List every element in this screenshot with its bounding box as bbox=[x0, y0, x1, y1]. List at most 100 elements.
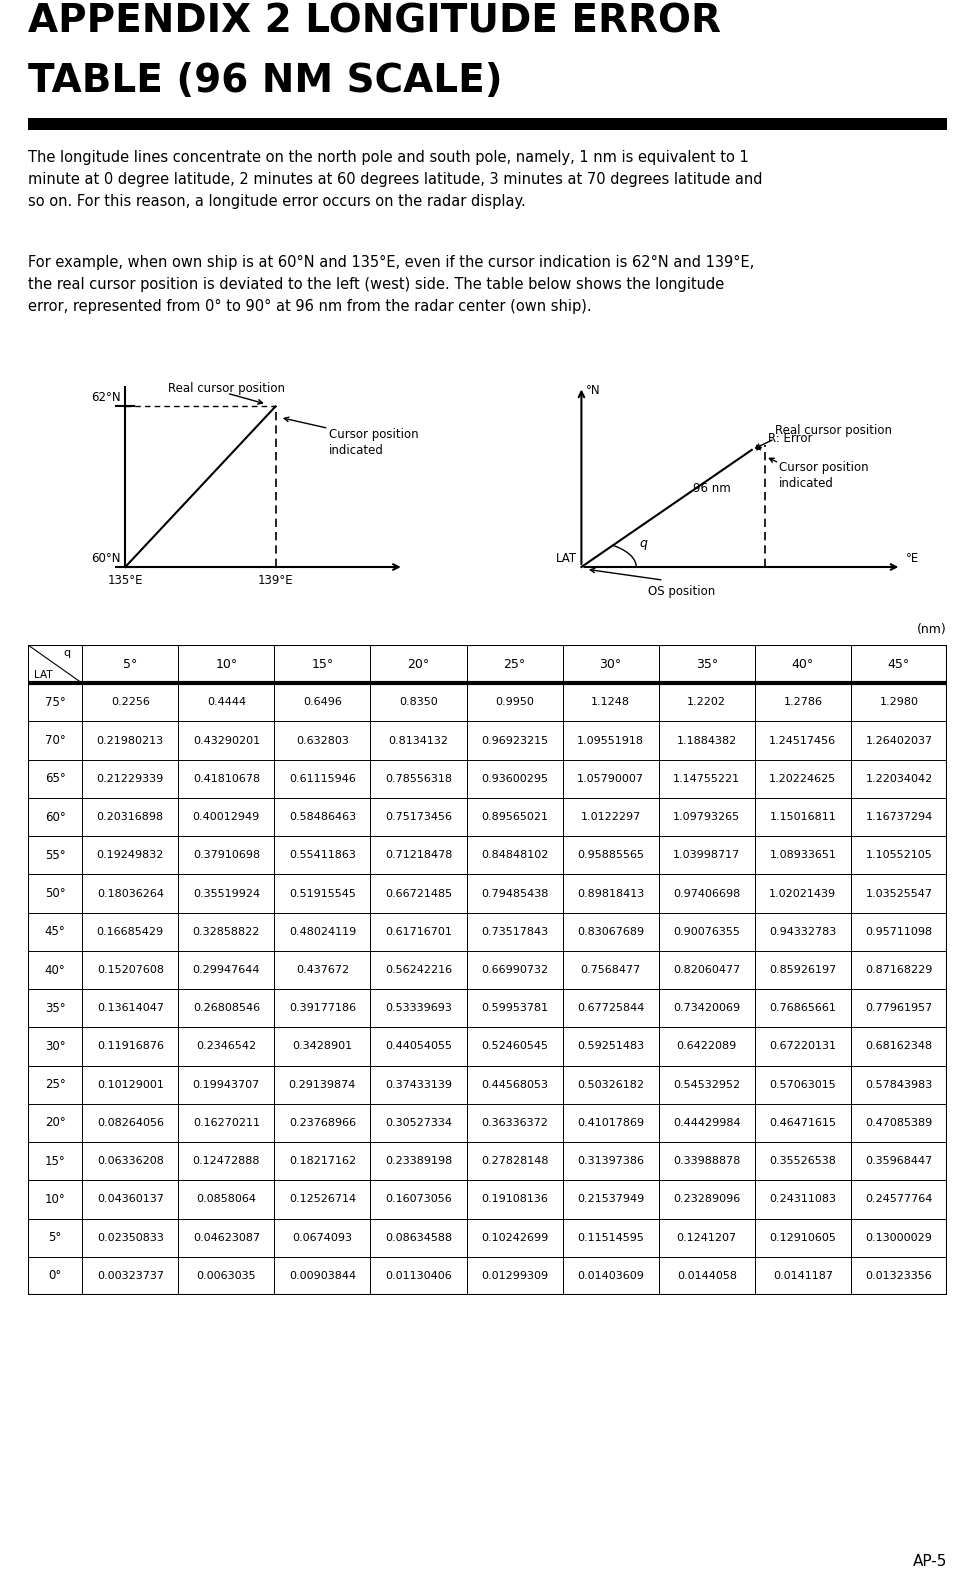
Text: 0.26808546: 0.26808546 bbox=[193, 1003, 260, 1012]
Text: LAT: LAT bbox=[34, 669, 53, 680]
Text: Cursor position
indicated: Cursor position indicated bbox=[779, 460, 869, 490]
Text: 0.19108136: 0.19108136 bbox=[482, 1194, 548, 1204]
Text: 0.8134132: 0.8134132 bbox=[388, 736, 448, 745]
Text: Real cursor position: Real cursor position bbox=[774, 424, 891, 437]
Text: 0.61115946: 0.61115946 bbox=[289, 774, 356, 783]
Text: 0.37433139: 0.37433139 bbox=[385, 1079, 452, 1090]
Text: 0.89818413: 0.89818413 bbox=[577, 889, 644, 899]
Text: 40°: 40° bbox=[792, 658, 814, 671]
Text: 0.93600295: 0.93600295 bbox=[481, 774, 548, 783]
Text: 0.67725844: 0.67725844 bbox=[577, 1003, 644, 1012]
Text: OS position: OS position bbox=[648, 585, 716, 598]
Text: 0.35519924: 0.35519924 bbox=[193, 889, 260, 899]
Text: 0.46471615: 0.46471615 bbox=[769, 1118, 837, 1128]
Text: 0.57843983: 0.57843983 bbox=[866, 1079, 932, 1090]
Text: TABLE (96 NM SCALE): TABLE (96 NM SCALE) bbox=[28, 62, 503, 100]
Text: 0.59953781: 0.59953781 bbox=[481, 1003, 548, 1012]
Text: 0.35968447: 0.35968447 bbox=[866, 1156, 932, 1166]
Text: 0.10129001: 0.10129001 bbox=[97, 1079, 164, 1090]
Text: 0.59251483: 0.59251483 bbox=[577, 1041, 644, 1052]
Text: 139°E: 139°E bbox=[257, 574, 293, 587]
Text: 65°: 65° bbox=[45, 772, 65, 785]
Text: 1.03998717: 1.03998717 bbox=[673, 850, 740, 861]
Text: 1.14755221: 1.14755221 bbox=[673, 774, 740, 783]
Text: 0.44054055: 0.44054055 bbox=[385, 1041, 452, 1052]
Text: 1.03525547: 1.03525547 bbox=[866, 889, 932, 899]
Text: 0.437672: 0.437672 bbox=[295, 965, 349, 975]
Text: 0.66721485: 0.66721485 bbox=[385, 889, 452, 899]
Text: 0.04360137: 0.04360137 bbox=[97, 1194, 164, 1204]
Text: 0.40012949: 0.40012949 bbox=[193, 812, 260, 823]
Text: 0.13000029: 0.13000029 bbox=[866, 1232, 932, 1242]
Text: 0.11514595: 0.11514595 bbox=[577, 1232, 644, 1242]
Text: 0.12526714: 0.12526714 bbox=[289, 1194, 356, 1204]
Text: 1.1884382: 1.1884382 bbox=[677, 736, 737, 745]
Text: 1.2980: 1.2980 bbox=[879, 698, 918, 707]
Text: 0.12472888: 0.12472888 bbox=[193, 1156, 260, 1166]
Text: 0.11916876: 0.11916876 bbox=[97, 1041, 164, 1052]
Text: 0.01403609: 0.01403609 bbox=[577, 1270, 644, 1281]
Text: 0.08264056: 0.08264056 bbox=[97, 1118, 164, 1128]
Text: 0.00323737: 0.00323737 bbox=[97, 1270, 164, 1281]
Text: 0.78556318: 0.78556318 bbox=[385, 774, 452, 783]
Text: 96 nm: 96 nm bbox=[693, 481, 730, 495]
Text: 0.54532952: 0.54532952 bbox=[673, 1079, 740, 1090]
Text: 1.10552105: 1.10552105 bbox=[866, 850, 932, 861]
Text: 0.0141187: 0.0141187 bbox=[773, 1270, 833, 1281]
Text: 1.22034042: 1.22034042 bbox=[866, 774, 932, 783]
Text: 0°: 0° bbox=[49, 1269, 61, 1283]
Text: 15°: 15° bbox=[311, 658, 333, 671]
Text: 0.0674093: 0.0674093 bbox=[292, 1232, 352, 1242]
Text: q: q bbox=[640, 538, 647, 551]
Text: 0.51915545: 0.51915545 bbox=[289, 889, 356, 899]
Text: 0.0858064: 0.0858064 bbox=[196, 1194, 256, 1204]
Text: 0.24311083: 0.24311083 bbox=[769, 1194, 837, 1204]
Text: 0.68162348: 0.68162348 bbox=[866, 1041, 932, 1052]
Text: 75°: 75° bbox=[45, 696, 65, 709]
Text: 0.16270211: 0.16270211 bbox=[193, 1118, 260, 1128]
Text: APPENDIX 2 LONGITUDE ERROR: APPENDIX 2 LONGITUDE ERROR bbox=[28, 2, 721, 40]
Text: 0.21980213: 0.21980213 bbox=[97, 736, 164, 745]
Text: 35°: 35° bbox=[45, 1001, 65, 1014]
Text: 0.01299309: 0.01299309 bbox=[481, 1270, 548, 1281]
Text: 1.09793265: 1.09793265 bbox=[673, 812, 740, 823]
Text: 0.52460545: 0.52460545 bbox=[481, 1041, 548, 1052]
Text: 0.35526538: 0.35526538 bbox=[769, 1156, 837, 1166]
Text: 0.1241207: 0.1241207 bbox=[677, 1232, 737, 1242]
Text: 0.44429984: 0.44429984 bbox=[673, 1118, 741, 1128]
Text: 0.18217162: 0.18217162 bbox=[289, 1156, 356, 1166]
Text: 1.09551918: 1.09551918 bbox=[577, 736, 644, 745]
Text: 0.4444: 0.4444 bbox=[207, 698, 246, 707]
Text: 0.47085389: 0.47085389 bbox=[866, 1118, 932, 1128]
Text: 0.21537949: 0.21537949 bbox=[577, 1194, 644, 1204]
Text: 1.20224625: 1.20224625 bbox=[769, 774, 837, 783]
Text: 0.19249832: 0.19249832 bbox=[97, 850, 164, 861]
Text: 20°: 20° bbox=[408, 658, 430, 671]
Text: AP-5: AP-5 bbox=[913, 1554, 947, 1568]
Text: 0.16073056: 0.16073056 bbox=[385, 1194, 451, 1204]
Text: 0.53339693: 0.53339693 bbox=[385, 1003, 452, 1012]
Text: 0.39177186: 0.39177186 bbox=[289, 1003, 356, 1012]
Text: 0.19943707: 0.19943707 bbox=[193, 1079, 260, 1090]
Text: 0.24577764: 0.24577764 bbox=[865, 1194, 933, 1204]
Text: 1.05790007: 1.05790007 bbox=[577, 774, 644, 783]
Text: 1.15016811: 1.15016811 bbox=[769, 812, 837, 823]
Text: 0.67220131: 0.67220131 bbox=[769, 1041, 837, 1052]
Text: 60°: 60° bbox=[45, 810, 65, 824]
Text: 0.41017869: 0.41017869 bbox=[577, 1118, 644, 1128]
Text: 50°: 50° bbox=[45, 888, 65, 900]
Text: 20°: 20° bbox=[45, 1117, 65, 1130]
Text: For example, when own ship is at 60°N and 135°E, even if the cursor indication i: For example, when own ship is at 60°N an… bbox=[28, 255, 755, 315]
Text: 0.27828148: 0.27828148 bbox=[481, 1156, 548, 1166]
Text: 0.13614047: 0.13614047 bbox=[97, 1003, 164, 1012]
Text: 15°: 15° bbox=[45, 1155, 65, 1168]
Text: 1.08933651: 1.08933651 bbox=[769, 850, 837, 861]
Text: 0.632803: 0.632803 bbox=[296, 736, 349, 745]
Text: 0.76865661: 0.76865661 bbox=[769, 1003, 837, 1012]
Text: 0.2256: 0.2256 bbox=[111, 698, 150, 707]
Text: 1.26402037: 1.26402037 bbox=[866, 736, 932, 745]
Text: 0.15207608: 0.15207608 bbox=[97, 965, 164, 975]
Text: 0.30527334: 0.30527334 bbox=[385, 1118, 452, 1128]
Text: 0.41810678: 0.41810678 bbox=[193, 774, 260, 783]
Text: 0.6422089: 0.6422089 bbox=[677, 1041, 737, 1052]
